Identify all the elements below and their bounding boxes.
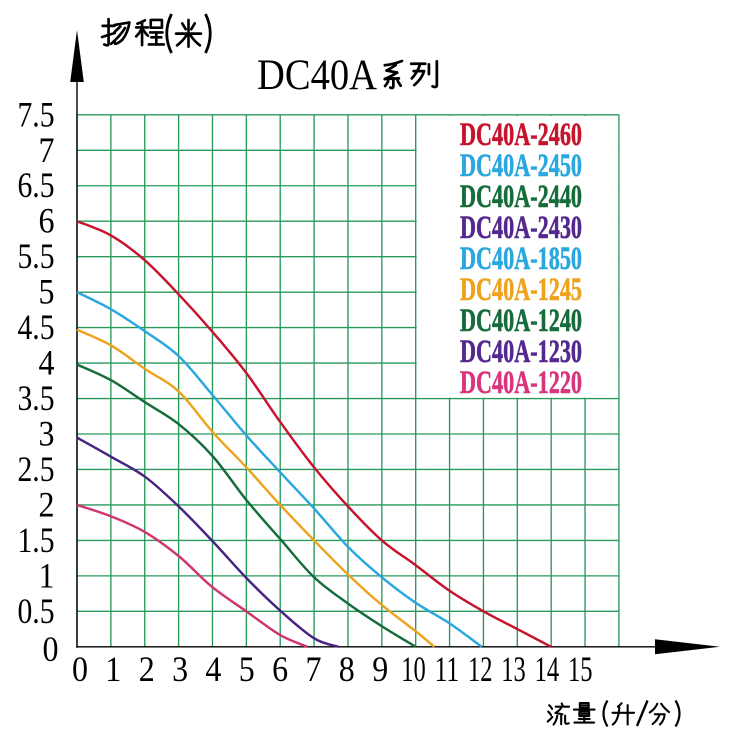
- svg-text:DC40A-2440: DC40A-2440: [460, 179, 582, 215]
- svg-text:5: 5: [239, 649, 255, 689]
- svg-text:13: 13: [501, 649, 526, 689]
- svg-text:0: 0: [72, 649, 88, 689]
- svg-text:6.5: 6.5: [18, 165, 55, 205]
- svg-text:3: 3: [172, 649, 188, 689]
- svg-text:DC40A-1230: DC40A-1230: [460, 334, 582, 370]
- svg-text:4: 4: [39, 343, 55, 383]
- svg-text:0: 0: [43, 629, 59, 669]
- svg-text:12: 12: [468, 649, 493, 689]
- svg-text:4: 4: [205, 649, 221, 689]
- svg-text:DC40A-1850: DC40A-1850: [460, 241, 582, 277]
- svg-text:3.5: 3.5: [18, 378, 55, 418]
- svg-text:14: 14: [535, 649, 560, 689]
- svg-text:9: 9: [372, 649, 388, 689]
- svg-text:15: 15: [568, 649, 593, 689]
- svg-text:0.5: 0.5: [18, 591, 55, 631]
- svg-text:5: 5: [39, 272, 55, 312]
- svg-text:2: 2: [139, 649, 155, 689]
- svg-text:3: 3: [39, 414, 55, 454]
- svg-text:7.5: 7.5: [18, 94, 55, 134]
- svg-text:7: 7: [306, 649, 322, 689]
- svg-text:1: 1: [105, 649, 121, 689]
- svg-text:11: 11: [435, 649, 460, 689]
- svg-text:DC40A-2450: DC40A-2450: [460, 148, 582, 184]
- svg-text:DC40A-2430: DC40A-2430: [460, 210, 582, 246]
- svg-text:2.5: 2.5: [18, 449, 55, 489]
- svg-text:DC40A-1220: DC40A-1220: [460, 365, 582, 401]
- svg-text:2: 2: [39, 484, 55, 524]
- svg-text:DC40A-2460: DC40A-2460: [460, 117, 582, 153]
- svg-text:6: 6: [272, 649, 288, 689]
- svg-text:DC40A-1240: DC40A-1240: [460, 303, 582, 339]
- svg-text:1.5: 1.5: [18, 520, 55, 560]
- svg-text:6: 6: [39, 201, 55, 241]
- svg-text:7: 7: [39, 130, 55, 170]
- svg-text:DC40A-1245: DC40A-1245: [460, 272, 582, 308]
- svg-text:1: 1: [39, 555, 55, 595]
- svg-text:5.5: 5.5: [18, 236, 55, 276]
- svg-text:10: 10: [401, 649, 426, 689]
- svg-text:8: 8: [339, 649, 355, 689]
- svg-text:DC40A: DC40A: [257, 52, 377, 99]
- svg-text:4.5: 4.5: [18, 307, 55, 347]
